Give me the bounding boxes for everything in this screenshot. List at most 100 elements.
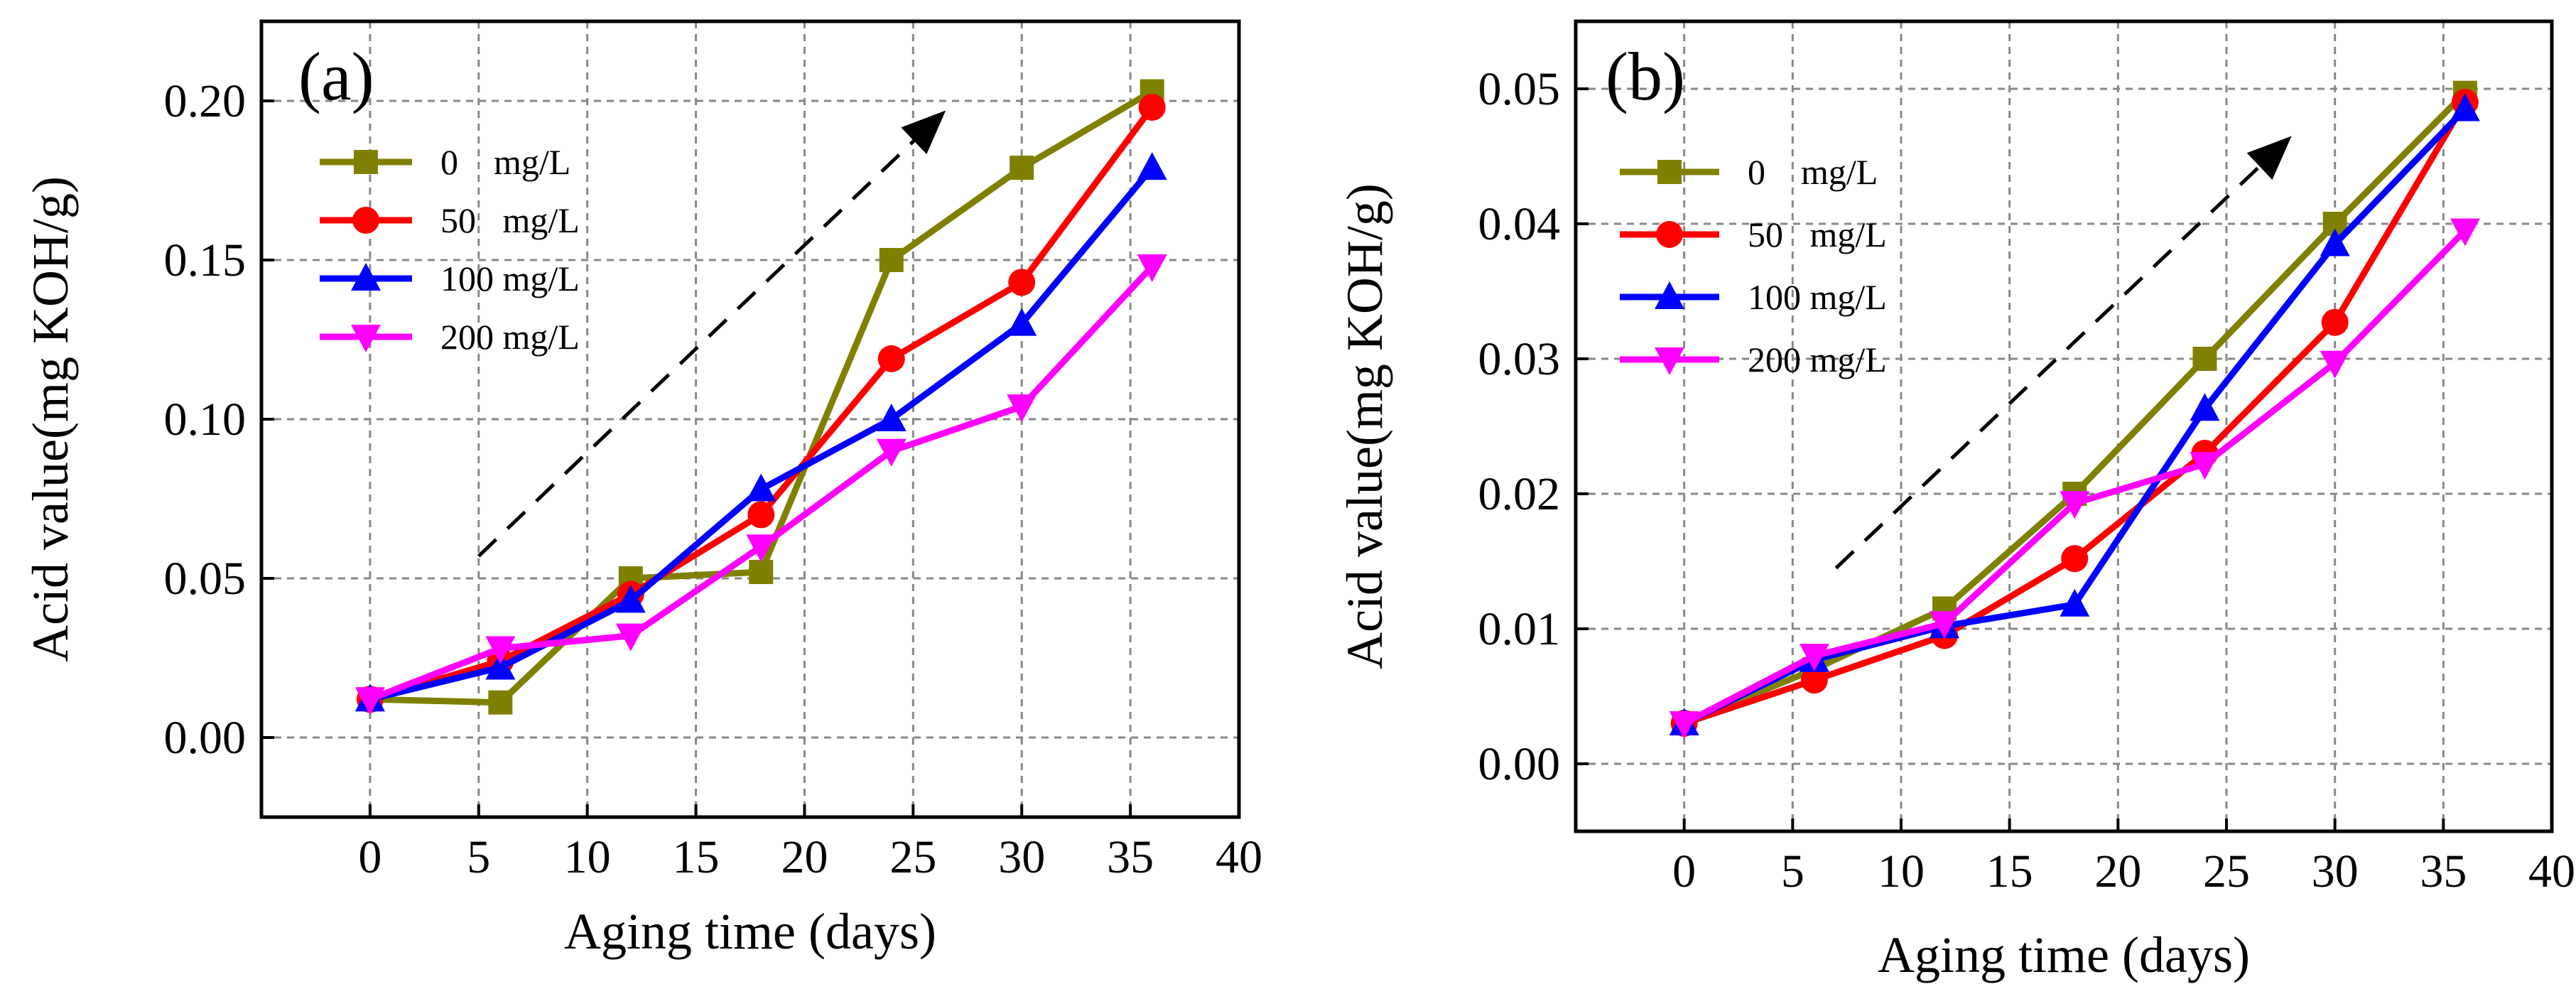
x-tick-label: 15	[673, 831, 720, 883]
trend-arrow-line	[477, 139, 916, 558]
data-point	[2190, 452, 2220, 480]
x-axis-title: Aging time (days)	[1878, 927, 2250, 983]
legend-label: 200 mg/L	[440, 317, 580, 357]
data-point	[615, 623, 646, 652]
legend-label: 100 mg/L	[440, 259, 580, 298]
data-point	[2061, 545, 2089, 573]
y-tick-label: 0.03	[1478, 333, 1561, 385]
panel-label: (a)	[298, 38, 374, 114]
data-point	[749, 560, 774, 585]
x-tick-label: 5	[1781, 846, 1804, 897]
data-point	[876, 438, 907, 467]
legend: 0 mg/L 50 mg/L 100 mg/L 200 mg/L	[320, 142, 580, 357]
panel-a: 0 5 10 15 20 25 30 35 40 0.00 0.05 0.10 0.15 0.20 Agin…	[22, 19, 1262, 960]
legend-marker	[351, 325, 381, 352]
data-point	[2450, 218, 2480, 247]
x-tick-label: 10	[564, 831, 611, 883]
x-tick-label: 40	[2528, 846, 2575, 897]
legend-label: 200 mg/L	[1748, 340, 1887, 379]
trend-arrow-head	[901, 110, 946, 155]
x-tick-label: 30	[998, 831, 1045, 883]
data-point	[1007, 394, 1037, 423]
x-tick-label: 30	[2312, 846, 2359, 897]
legend-marker	[1655, 281, 1684, 309]
data-point	[2190, 393, 2220, 421]
y-tick-label: 0.05	[164, 553, 247, 605]
data-point	[2450, 93, 2480, 121]
data-point	[879, 248, 904, 272]
legend-label: 0 mg/L	[440, 142, 570, 182]
x-tick-label: 20	[2094, 846, 2141, 897]
data-point	[2192, 347, 2217, 371]
data-point	[1137, 152, 1167, 180]
data-point	[2320, 350, 2350, 379]
series-3	[355, 254, 1167, 715]
data-point	[488, 690, 513, 715]
x-tick-label: 20	[781, 831, 828, 883]
x-tick-label: 35	[1107, 831, 1154, 883]
legend-marker	[352, 207, 379, 234]
series-line	[369, 105, 1155, 703]
y-tick-label: 0.00	[164, 712, 247, 764]
legend-label: 100 mg/L	[1748, 277, 1887, 317]
x-tick-label: 10	[1878, 846, 1925, 897]
y-tick-label: 0.10	[164, 394, 247, 445]
legend-label: 50 mg/L	[1748, 215, 1887, 254]
legend-marker	[351, 263, 381, 291]
y-tick-label: 0.01	[1478, 603, 1561, 655]
data-point	[876, 404, 907, 431]
series-line	[1683, 100, 2468, 727]
legend-label: 0 mg/L	[1748, 152, 1878, 192]
data-point	[485, 652, 516, 680]
data-point	[1930, 611, 1960, 639]
y-tick-label: 0.05	[1478, 63, 1561, 115]
data-point	[746, 534, 776, 563]
x-axis-title: Aging time (days)	[564, 903, 936, 960]
data-point	[877, 345, 905, 372]
legend-marker	[1656, 221, 1683, 248]
y-axis-title: Acid value(mg KOH/g)	[1336, 183, 1393, 669]
data-point	[1799, 644, 1829, 671]
y-tick-label: 0.04	[1478, 198, 1561, 250]
y-tick-label: 0.02	[1478, 468, 1561, 520]
x-tick-label: 40	[1216, 831, 1262, 883]
data-point	[1007, 308, 1037, 336]
x-tick-label: 15	[1986, 846, 2033, 897]
legend-marker	[1657, 160, 1682, 184]
trend-arrow-line	[1834, 165, 2261, 570]
x-tick-label: 0	[358, 831, 381, 883]
series-1	[356, 93, 1166, 713]
data-point	[2060, 588, 2090, 617]
data-point	[1137, 254, 1167, 282]
legend-marker	[1655, 347, 1684, 375]
data-point	[615, 585, 646, 613]
series-line	[1682, 107, 2468, 727]
data-point	[747, 501, 775, 529]
data-point	[1010, 156, 1034, 180]
legend: 0 mg/L 50 mg/L 100 mg/L 200 mg/L	[1620, 152, 1887, 379]
data-point	[1138, 93, 1166, 121]
x-tick-label: 0	[1672, 846, 1696, 897]
panel-b: 0 5 10 15 20 25 30 35 40 0.00 0.01 0.02 0.03 0.04 0.05…	[1336, 19, 2575, 983]
legend-marker	[354, 150, 378, 174]
y-tick-label: 0.00	[1478, 738, 1561, 790]
y-tick-label: 0.20	[164, 75, 247, 127]
y-axis-title: Acid value(mg KOH/g)	[22, 176, 79, 662]
data-point	[2060, 491, 2090, 519]
legend-label: 50 mg/L	[440, 200, 580, 240]
x-tick-label: 5	[467, 831, 490, 883]
panel-label: (b)	[1606, 38, 1685, 114]
series-line	[369, 166, 1155, 703]
x-tick-label: 25	[2203, 846, 2250, 897]
x-tick-label: 25	[889, 831, 936, 883]
data-point	[355, 687, 385, 715]
data-point	[1008, 269, 1036, 296]
data-point	[1800, 666, 1828, 694]
data-point	[485, 636, 516, 664]
plot-frame	[1574, 19, 2554, 833]
x-tick-label: 35	[2420, 846, 2467, 897]
series-3	[1669, 218, 2480, 739]
data-point	[2320, 228, 2350, 256]
